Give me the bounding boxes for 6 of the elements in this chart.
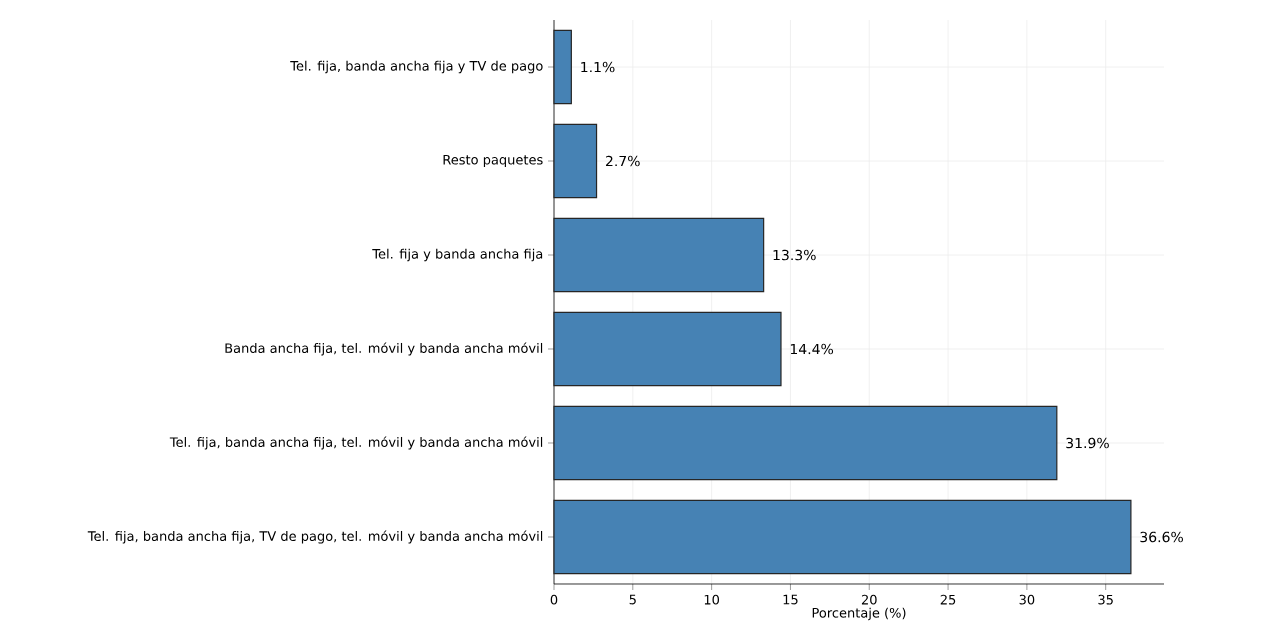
bar	[553, 217, 765, 293]
bar	[553, 29, 572, 105]
bar	[553, 123, 598, 199]
bar	[553, 311, 782, 387]
bar	[553, 499, 1132, 575]
bar	[553, 405, 1058, 481]
